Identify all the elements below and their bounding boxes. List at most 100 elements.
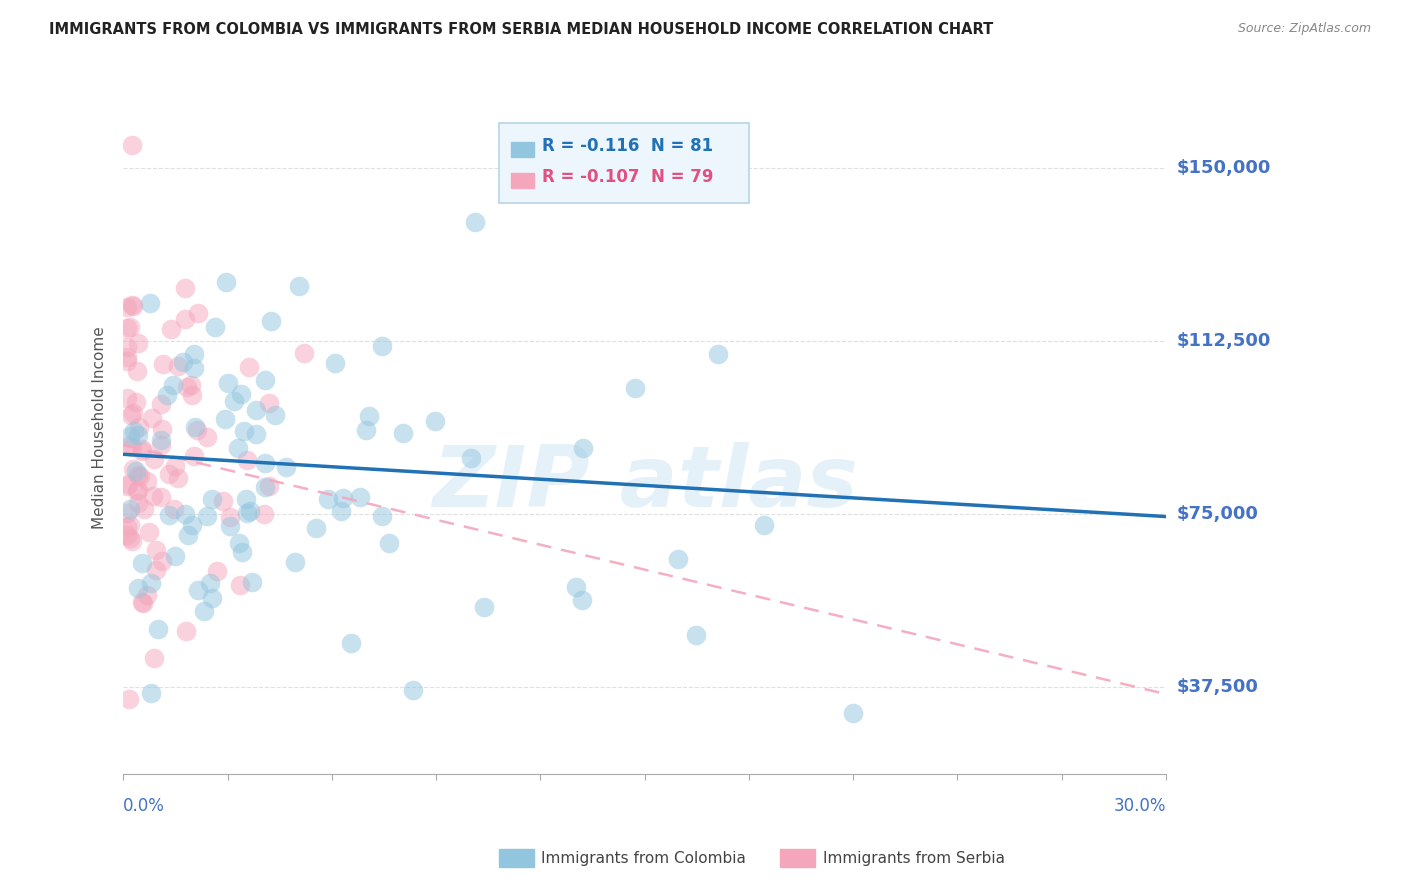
Point <box>323 355 346 369</box>
Point <box>149 397 172 411</box>
Point <box>253 507 276 521</box>
Point <box>292 345 315 359</box>
Point <box>254 373 277 387</box>
Point <box>143 452 166 467</box>
Point <box>157 467 180 481</box>
Point <box>132 501 155 516</box>
Point <box>150 422 173 436</box>
Point <box>332 491 354 505</box>
Point <box>127 483 149 497</box>
Point <box>228 535 250 549</box>
Point <box>685 628 707 642</box>
Point <box>132 596 155 610</box>
Point <box>125 484 148 499</box>
Point <box>371 509 394 524</box>
Point <box>460 450 482 465</box>
Point <box>127 468 149 483</box>
Point <box>163 549 186 563</box>
Point <box>316 492 339 507</box>
Text: $75,000: $75,000 <box>1177 505 1258 524</box>
Point <box>214 412 236 426</box>
Point <box>571 442 593 456</box>
Point <box>195 430 218 444</box>
Text: Immigrants from Colombia: Immigrants from Colombia <box>541 851 747 865</box>
Point <box>201 591 224 605</box>
Point <box>121 440 143 454</box>
Point <box>752 518 775 533</box>
FancyBboxPatch shape <box>512 142 534 157</box>
Point <box>260 314 283 328</box>
Point <box>163 459 186 474</box>
Point <box>200 576 222 591</box>
Point <box>402 683 425 698</box>
Point <box>120 501 142 516</box>
Point <box>115 391 138 405</box>
Point <box>145 563 167 577</box>
Point <box>217 376 239 390</box>
Point <box>127 428 149 442</box>
Point <box>115 520 138 534</box>
Point <box>377 536 399 550</box>
Point <box>128 420 150 434</box>
Point <box>236 506 259 520</box>
Point <box>162 378 184 392</box>
Point <box>152 357 174 371</box>
Point <box>139 686 162 700</box>
Point <box>264 409 287 423</box>
Point <box>180 377 202 392</box>
Point <box>239 503 262 517</box>
Text: 0.0%: 0.0% <box>124 797 165 814</box>
Point <box>150 434 173 448</box>
Point <box>131 442 153 456</box>
Text: ZIP atlas: ZIP atlas <box>432 442 858 524</box>
Point <box>121 299 143 313</box>
Point <box>193 604 215 618</box>
Point <box>156 388 179 402</box>
Point <box>115 479 138 493</box>
Point <box>842 706 865 720</box>
Point <box>245 427 267 442</box>
Point <box>370 339 392 353</box>
Point <box>122 406 145 420</box>
Point <box>229 578 252 592</box>
Point <box>174 507 197 521</box>
Point <box>259 396 281 410</box>
Text: $37,500: $37,500 <box>1177 678 1258 696</box>
Point <box>423 414 446 428</box>
Point <box>125 464 148 478</box>
Point <box>472 599 495 614</box>
Text: R = -0.116  N = 81: R = -0.116 N = 81 <box>543 136 714 154</box>
Point <box>253 480 276 494</box>
Point <box>120 320 142 334</box>
Point <box>125 364 148 378</box>
Point <box>121 462 143 476</box>
Text: $150,000: $150,000 <box>1177 160 1271 178</box>
Point <box>183 449 205 463</box>
Point <box>238 359 260 374</box>
Point <box>117 476 139 491</box>
Point <box>115 506 138 520</box>
Point <box>120 429 142 443</box>
Point <box>707 347 730 361</box>
Text: Immigrants from Serbia: Immigrants from Serbia <box>823 851 1004 865</box>
Point <box>329 504 352 518</box>
Point <box>125 395 148 409</box>
Point <box>201 492 224 507</box>
Point <box>183 360 205 375</box>
Point <box>222 394 245 409</box>
Point <box>666 551 689 566</box>
Point <box>229 387 252 401</box>
Point <box>163 501 186 516</box>
Y-axis label: Median Household Income: Median Household Income <box>93 326 107 529</box>
Point <box>565 580 588 594</box>
Point <box>195 509 218 524</box>
Point <box>150 438 173 452</box>
Point <box>253 456 276 470</box>
Point <box>204 319 226 334</box>
Point <box>131 556 153 570</box>
Point <box>187 306 209 320</box>
Point <box>235 491 257 506</box>
Point <box>146 622 169 636</box>
FancyBboxPatch shape <box>512 173 534 188</box>
Point <box>121 298 143 312</box>
